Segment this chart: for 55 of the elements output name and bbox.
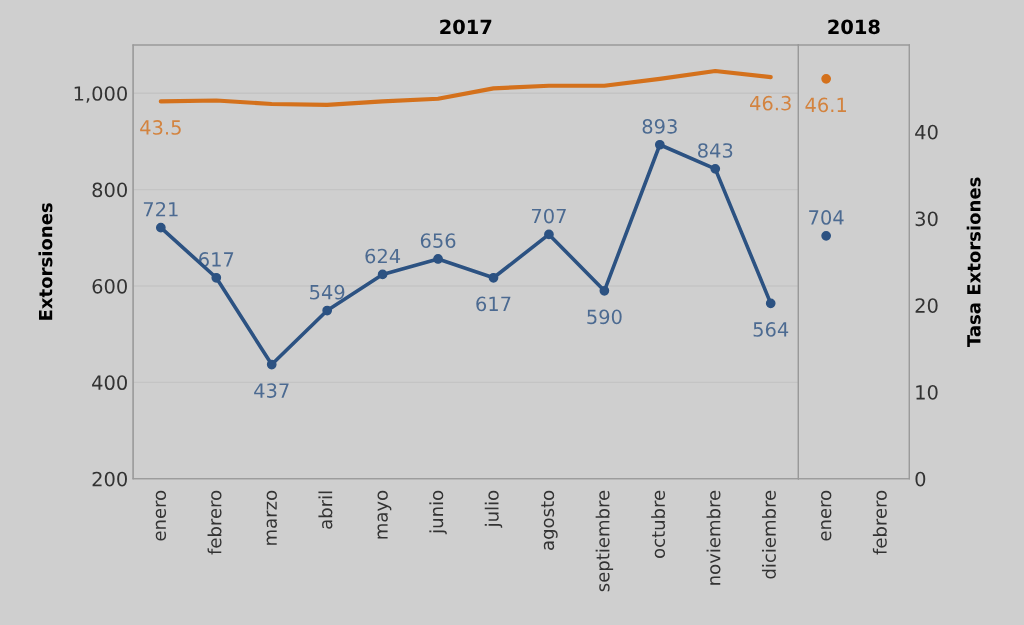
- y2-tick-label: 0: [915, 471, 926, 487]
- point: [266, 359, 277, 370]
- data-label: 893: [642, 119, 677, 134]
- data-label: 617: [476, 296, 511, 312]
- data-label: 707: [531, 208, 566, 224]
- x-tick-label: enero: [155, 490, 167, 541]
- point: [488, 272, 499, 283]
- point: [155, 222, 166, 233]
- data-label: 437: [254, 383, 289, 398]
- x-tick-label: enero: [821, 490, 832, 541]
- x-tick-label: marzo: [266, 490, 277, 545]
- point: [377, 269, 388, 280]
- data-label: 624: [365, 248, 401, 264]
- data-label: 46.1: [805, 97, 846, 113]
- point: [433, 254, 443, 264]
- y-tick-label: 600: [92, 278, 127, 294]
- y2-tick-label: 40: [915, 124, 938, 140]
- x-tick-label: diciembre: [761, 490, 776, 579]
- x-tick-label: noviembre: [706, 490, 721, 585]
- data-label: 46.3: [750, 95, 791, 111]
- point: [654, 139, 665, 150]
- x-tick-label: febrero: [207, 490, 222, 555]
- x-tick-label: septiembre: [595, 490, 614, 592]
- y-axis-title: Extorsiones: [38, 203, 53, 320]
- point: [322, 305, 333, 316]
- x-tick-label: abril: [318, 491, 333, 529]
- x-tick-label: julio: [484, 490, 503, 528]
- y-tick-label: 800: [92, 182, 127, 198]
- point: [599, 285, 610, 296]
- data-label: 43.5: [140, 120, 181, 135]
- point: [765, 298, 776, 309]
- point: [211, 272, 222, 283]
- y-tick-label: 1,000: [74, 86, 127, 103]
- chart-title: 2018: [828, 19, 880, 35]
- y2-tick-label: 10: [916, 384, 938, 400]
- x-tick-label: junio: [429, 490, 447, 535]
- data-label: 590: [587, 309, 622, 325]
- x-tick-label: mayo: [377, 490, 392, 539]
- point: [710, 163, 721, 174]
- data-label: 843: [698, 143, 733, 158]
- data-label: 704: [809, 210, 844, 225]
- y-tick-label: 400: [92, 375, 127, 391]
- data-label: 656: [420, 233, 456, 248]
- x-tick-label: octubre: [651, 490, 666, 558]
- y2-tick-label: 20: [915, 298, 938, 313]
- chart-title: 2017: [440, 19, 492, 35]
- x-tick-label: febrero: [872, 490, 887, 555]
- point: [544, 229, 554, 240]
- y2-tick-label: 30: [915, 211, 938, 227]
- data-label: 721: [143, 201, 178, 217]
- y2-axis-title: Tasa Extorsiones: [966, 177, 981, 348]
- data-label: 549: [310, 284, 345, 300]
- x-tick-label: agosto: [541, 490, 558, 550]
- y-tick-label: 200: [92, 471, 127, 487]
- data-label: 564: [753, 322, 789, 337]
